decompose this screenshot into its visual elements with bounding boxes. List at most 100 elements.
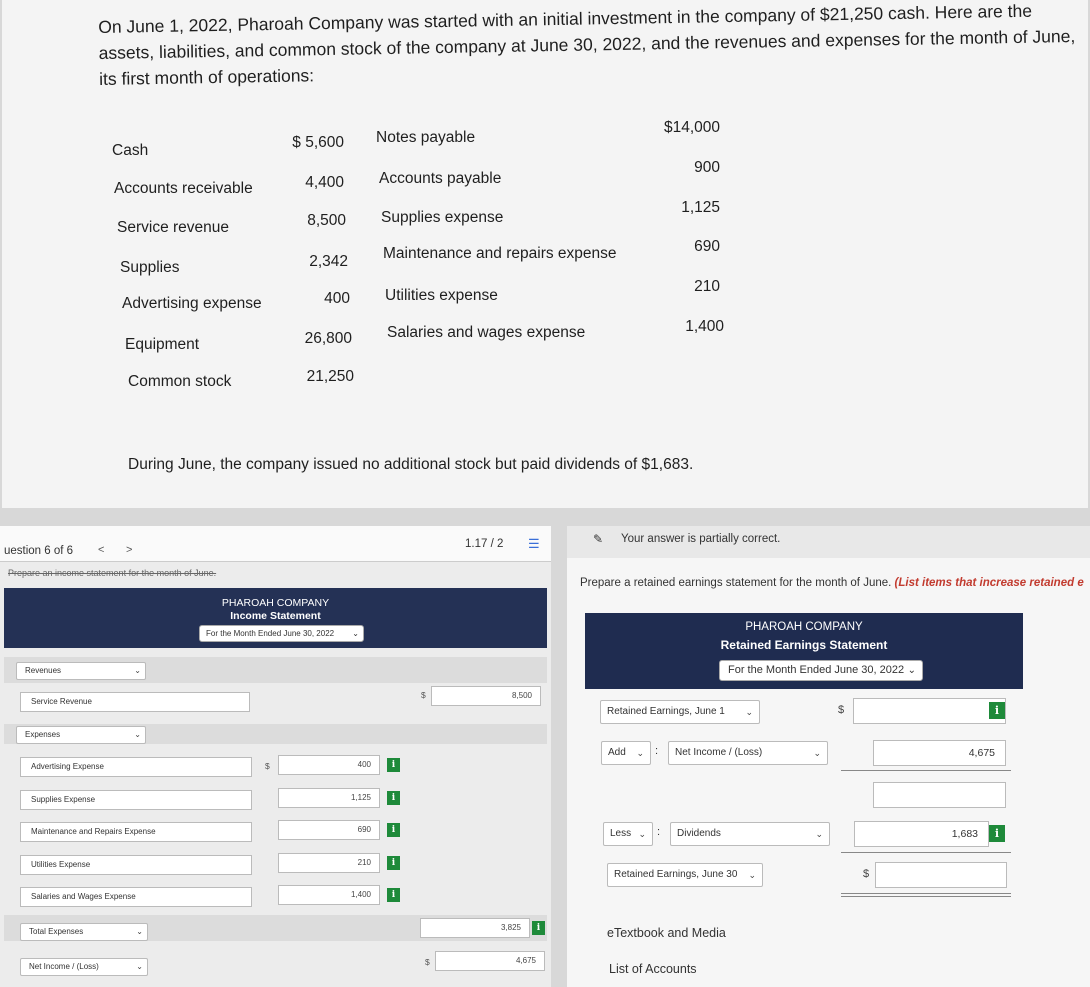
- net-income-select-value: Net Income / (Loss): [675, 747, 763, 758]
- ending-retained-earnings-value: Retained Earnings, June 30: [614, 869, 738, 880]
- feedback-bar: ✎ Your answer is partially correct.: [567, 526, 1090, 558]
- dividends-select[interactable]: Dividends ⌄: [670, 822, 830, 846]
- dollar-sign: $: [863, 868, 870, 880]
- net-income-amount: 4,675: [515, 956, 536, 965]
- net-income-select[interactable]: Net Income / (Loss) ⌄: [668, 741, 828, 765]
- account-amount: 210: [694, 278, 720, 295]
- revenues-select[interactable]: Revenues ⌄: [16, 662, 146, 680]
- chevron-down-icon: ⌄: [815, 829, 823, 839]
- colon-separator: :: [657, 826, 661, 838]
- dividend-note: During June, the company issued no addit…: [128, 456, 694, 473]
- info-icon[interactable]: i: [532, 921, 545, 935]
- info-icon[interactable]: i: [989, 825, 1005, 842]
- expense-amount-field[interactable]: 210: [278, 853, 380, 873]
- expense-amount-field[interactable]: 1,400: [278, 885, 380, 905]
- chevron-down-icon: ⌄: [352, 629, 359, 638]
- expense-amount: 1,400: [350, 890, 371, 899]
- chevron-down-icon: ⌄: [745, 707, 753, 717]
- total-expenses-amount-field[interactable]: 3,825: [420, 918, 530, 938]
- underline: [841, 770, 1011, 771]
- period-select-value: For the Month Ended June 30, 2022: [728, 664, 905, 676]
- prev-question-button[interactable]: <: [98, 544, 105, 556]
- expense-account-field[interactable]: Salaries and Wages Expense: [20, 887, 252, 907]
- account-name: Maintenance and repairs expense: [383, 245, 617, 262]
- instruction-emphasis: (List items that increase retained e: [894, 577, 1084, 589]
- ending-retained-earnings-amount-field[interactable]: [875, 862, 1007, 888]
- expenses-select[interactable]: Expenses ⌄: [16, 726, 146, 744]
- income-statement-header: PHAROAH COMPANY Income Statement For the…: [4, 588, 547, 648]
- account-amount: 400: [324, 290, 350, 307]
- service-revenue-amount-field[interactable]: 8,500: [431, 686, 541, 706]
- beginning-retained-earnings-amount-field[interactable]: [853, 698, 1006, 724]
- account-amount: 2,342: [309, 253, 348, 270]
- account-amount: 4,400: [305, 174, 344, 191]
- chevron-down-icon: ⌄: [636, 748, 644, 758]
- account-name: Utilities expense: [385, 287, 498, 304]
- company-name: PHAROAH COMPANY: [745, 621, 863, 633]
- expenses-select-value: Expenses: [25, 730, 61, 739]
- add-select[interactable]: Add ⌄: [601, 741, 651, 765]
- expense-amount-field[interactable]: 1,125: [278, 788, 380, 808]
- beginning-retained-earnings-value: Retained Earnings, June 1: [607, 706, 725, 717]
- expense-amount-field[interactable]: 690: [278, 820, 380, 840]
- dividends-amount-field[interactable]: 1,683: [854, 821, 989, 847]
- account-name: Notes payable: [376, 129, 476, 146]
- underline: [841, 852, 1011, 853]
- chevron-down-icon: ⌄: [638, 829, 646, 839]
- info-icon[interactable]: i: [989, 702, 1005, 719]
- ending-retained-earnings-select[interactable]: Retained Earnings, June 30 ⌄: [607, 863, 763, 887]
- account-name: Common stock: [128, 373, 232, 390]
- expense-amount-field[interactable]: 400: [278, 755, 380, 775]
- extra-amount-field[interactable]: [873, 782, 1006, 808]
- etextbook-link[interactable]: eTextbook and Media: [607, 926, 726, 940]
- expense-amount: 210: [357, 858, 371, 867]
- info-icon[interactable]: i: [387, 823, 400, 837]
- expense-account-field[interactable]: Advertising Expense: [20, 757, 252, 777]
- expense-label: Advertising Expense: [31, 762, 104, 771]
- net-income-select[interactable]: Net Income / (Loss) ⌄: [20, 958, 148, 976]
- net-income-amount-field[interactable]: 4,675: [873, 740, 1006, 766]
- account-amount: 690: [694, 238, 720, 255]
- account-amount: 900: [694, 159, 720, 176]
- statement-title: Income Statement: [230, 610, 321, 622]
- info-icon[interactable]: i: [387, 856, 400, 870]
- info-icon[interactable]: i: [387, 758, 400, 772]
- account-name: Supplies expense: [381, 209, 504, 226]
- chevron-down-icon: ⌄: [134, 730, 141, 739]
- less-select[interactable]: Less ⌄: [603, 822, 653, 846]
- info-icon[interactable]: i: [387, 791, 400, 805]
- expense-amount: 1,125: [350, 793, 371, 802]
- income-statement-instruction: Prepare an income statement for the mont…: [8, 568, 217, 578]
- next-question-button[interactable]: >: [126, 544, 133, 556]
- expense-account-field[interactable]: Maintenance and Repairs Expense: [20, 822, 252, 842]
- period-select[interactable]: For the Month Ended June 30, 2022 ⌄: [719, 660, 923, 681]
- dividends-select-value: Dividends: [677, 828, 721, 839]
- expense-account-field[interactable]: Supplies Expense: [20, 790, 252, 810]
- double-underline: [841, 893, 1011, 894]
- account-amount: $14,000: [663, 119, 720, 136]
- info-icon[interactable]: i: [387, 888, 400, 902]
- net-income-amount-field[interactable]: 4,675: [435, 951, 545, 971]
- total-expenses-amount: 3,825: [500, 923, 521, 932]
- beginning-retained-earnings-select[interactable]: Retained Earnings, June 1 ⌄: [600, 700, 760, 724]
- period-select[interactable]: For the Month Ended June 30, 2022 ⌄: [199, 625, 364, 642]
- account-name: Equipment: [125, 336, 200, 353]
- service-revenue-amount: 8,500: [511, 691, 532, 700]
- account-name: Advertising expense: [122, 295, 262, 312]
- list-of-accounts-link[interactable]: List of Accounts: [609, 962, 697, 976]
- pencil-icon: ✎: [593, 532, 604, 546]
- expense-label: Supplies Expense: [31, 795, 96, 804]
- income-statement-panel: uestion 6 of 6 < > 1.17 / 2 ☰ Prepare an…: [0, 526, 551, 987]
- expense-label: Utilities Expense: [31, 860, 91, 869]
- expense-account-field[interactable]: Utilities Expense: [20, 855, 252, 875]
- service-revenue-account-field[interactable]: Service Revenue: [20, 692, 250, 712]
- chevron-down-icon: ⌄: [134, 666, 141, 675]
- list-icon[interactable]: ☰: [528, 536, 540, 551]
- total-expenses-select[interactable]: Total Expenses ⌄: [20, 923, 148, 941]
- account-amount: 21,250: [306, 368, 354, 385]
- question-toolbar: uestion 6 of 6 < > 1.17 / 2 ☰: [0, 526, 551, 562]
- retained-earnings-panel: ✎ Your answer is partially correct. Prep…: [567, 526, 1090, 987]
- expense-amount: 400: [357, 760, 371, 769]
- revenues-select-value: Revenues: [25, 666, 62, 675]
